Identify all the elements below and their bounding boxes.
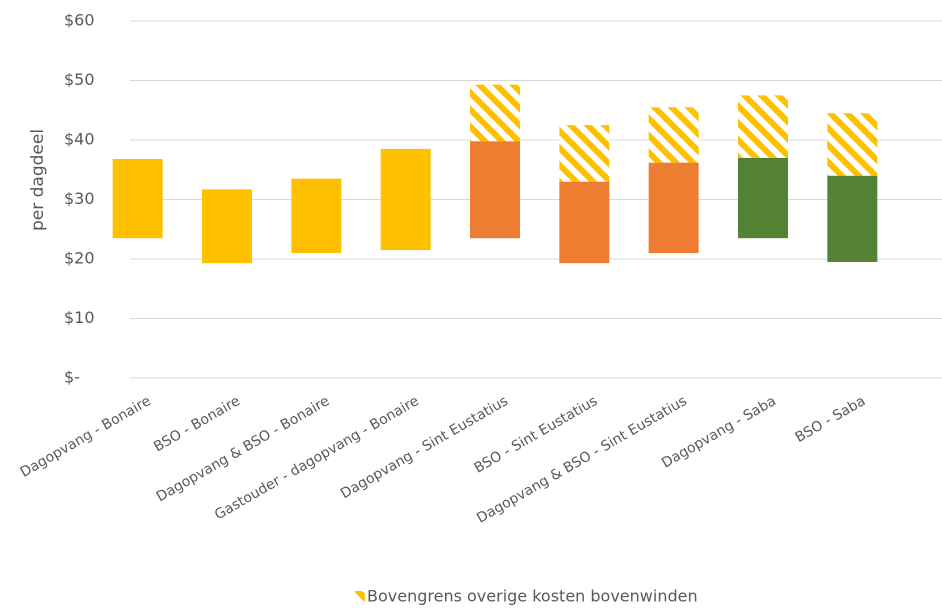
bar — [559, 181, 610, 264]
legend-label: Bovengrens overige kosten bovenwinden — [367, 587, 698, 606]
x-tick-label: Dagopvang & BSO - Bonaire — [154, 393, 333, 505]
y-tick-label: $10 — [64, 308, 95, 327]
hatched-bar — [648, 107, 699, 163]
bar — [380, 148, 431, 251]
hatched-bar — [827, 113, 878, 176]
x-tick-label: BSO - Saba — [793, 393, 869, 446]
y-tick-label: $60 — [64, 11, 95, 30]
x-tick-label: Dagopvang - Sint Eustatius — [338, 393, 511, 502]
bar — [648, 162, 699, 254]
hatched-bar — [738, 95, 788, 158]
bar — [202, 189, 252, 264]
hatched-bar — [470, 84, 520, 142]
bar — [291, 178, 342, 254]
hatched-bar — [559, 125, 610, 182]
bar — [827, 175, 878, 262]
y-tick-label: $- — [64, 368, 80, 387]
y-tick-label: $50 — [64, 70, 95, 89]
y-tick-label: $20 — [64, 249, 95, 268]
x-tick-label: Dagopvang - Bonaire — [18, 393, 154, 481]
x-tick-label: BSO - Bonaire — [151, 393, 243, 455]
y-tick-label: $30 — [64, 189, 95, 208]
bar — [470, 141, 520, 239]
bar — [738, 157, 788, 239]
y-axis-label: per dagdeel — [28, 129, 48, 231]
legend-swatch — [355, 591, 365, 601]
bar — [112, 159, 163, 239]
y-tick-label: $40 — [64, 130, 95, 149]
